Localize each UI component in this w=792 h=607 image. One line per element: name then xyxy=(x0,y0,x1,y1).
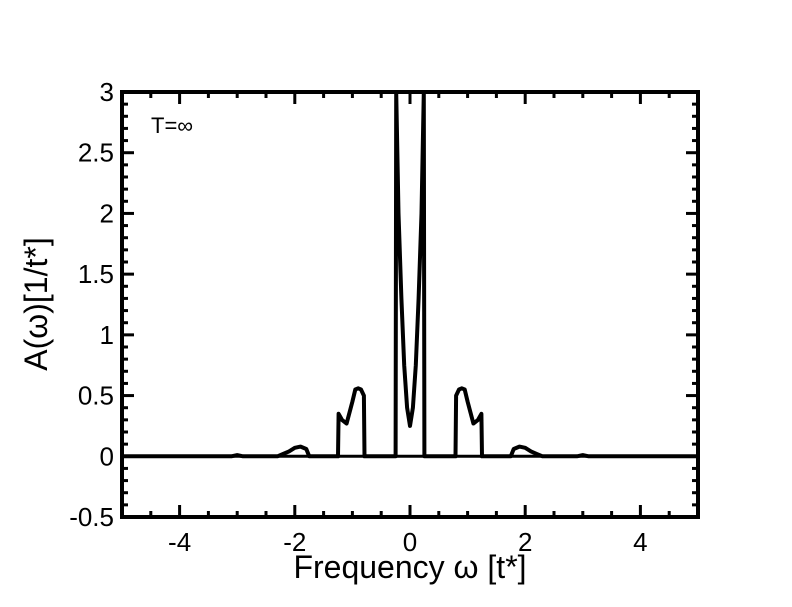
series-line xyxy=(122,92,698,459)
x-tick-label: 2 xyxy=(518,527,532,557)
y-tick-label: 1.5 xyxy=(78,259,114,289)
plot-frame xyxy=(120,90,700,519)
y-tick-label: 3 xyxy=(100,77,114,107)
y-tick-label: 2.5 xyxy=(78,138,114,168)
x-tick-label: -4 xyxy=(168,527,191,557)
y-tick-label: 0 xyxy=(100,441,114,471)
y-tick-label: 0.5 xyxy=(78,381,114,411)
x-axis-title: Frequency ω [t*] xyxy=(293,549,526,585)
x-tick-label: 0 xyxy=(403,527,417,557)
tick-labels: -4 -2 0 2 4 -0.5 0 0.5 1 1.5 2 2.5 3 xyxy=(69,77,647,557)
x-tick-label: -2 xyxy=(283,527,306,557)
y-tick-label: 1 xyxy=(100,320,114,350)
temperature-annotation: T=∞ xyxy=(151,113,193,138)
plot-area xyxy=(122,92,698,459)
axis-ticks xyxy=(120,90,700,519)
y-axis-title: A(ω)[1/t*] xyxy=(18,237,54,370)
x-tick-label: 4 xyxy=(633,527,647,557)
y-tick-label: -0.5 xyxy=(69,502,114,532)
y-tick-label: 2 xyxy=(100,198,114,228)
